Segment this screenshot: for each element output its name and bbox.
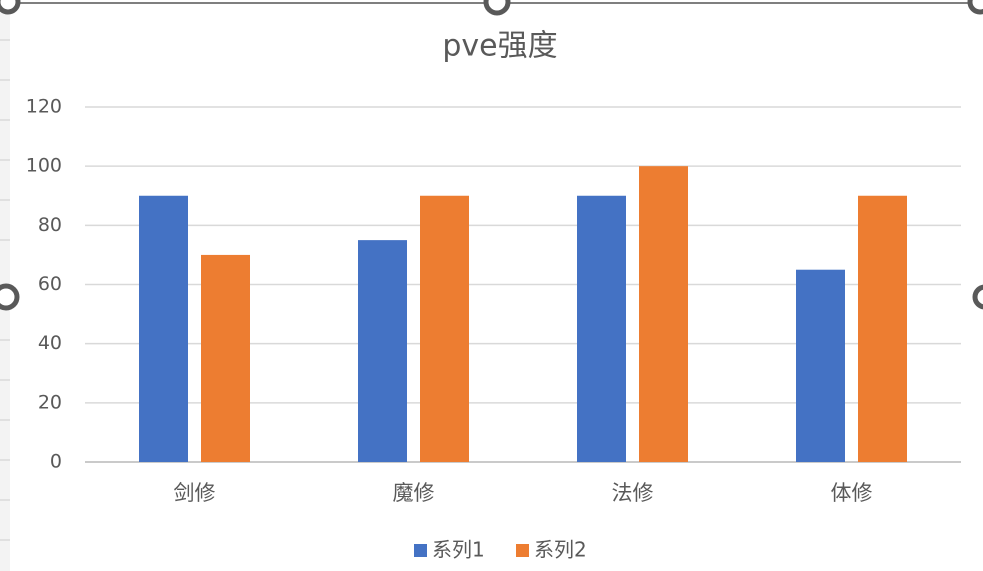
y-tick-label: 60 [38,273,62,295]
y-tick-label: 20 [38,391,62,413]
legend-swatch [516,544,529,557]
legend-label: 系列1 [432,538,485,562]
x-tick-label: 魔修 [393,481,435,505]
x-tick-label: 体修 [831,481,873,505]
y-tick-label: 80 [38,214,62,236]
y-tick-label: 120 [26,96,62,118]
y-tick-label: 0 [50,451,62,473]
bar [639,166,688,462]
bar [201,254,250,462]
y-tick-label: 100 [26,155,62,177]
x-tick-label: 剑修 [174,481,216,505]
bar [858,195,907,462]
bar [577,195,626,462]
legend-swatch [414,544,427,557]
y-tick-label: 40 [38,332,62,354]
bar [358,240,407,462]
bar [139,195,188,462]
chart-title: pve强度 [442,29,557,64]
x-tick-label: 法修 [612,481,654,505]
bar [796,269,845,462]
legend-label: 系列2 [534,538,587,562]
bar [420,195,469,462]
selection-handles [0,0,983,311]
